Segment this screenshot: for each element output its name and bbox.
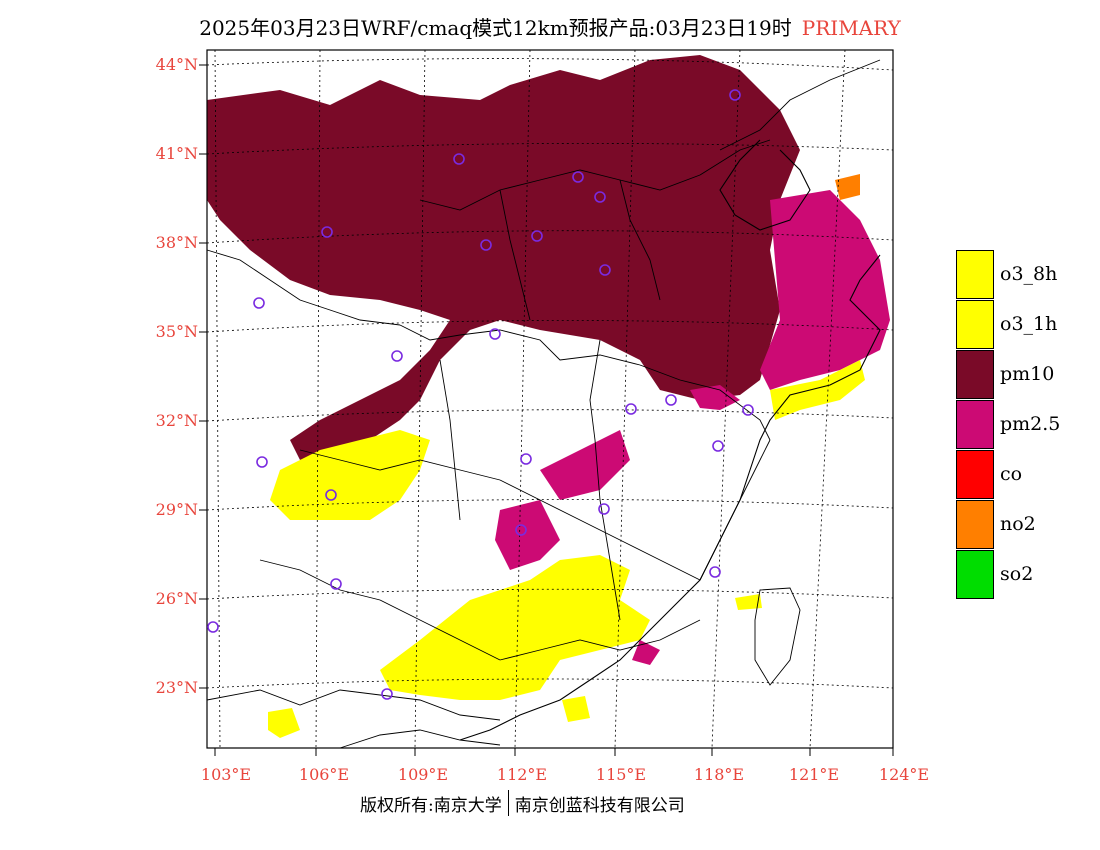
legend-swatch bbox=[956, 499, 994, 549]
station-marker bbox=[330, 578, 342, 590]
lon-label: 103°E bbox=[200, 765, 252, 784]
o3-region-coast bbox=[770, 360, 865, 420]
legend-item-co: co bbox=[956, 449, 1060, 499]
copyright-footer: 版权所有:南京大学 南京创蓝科技有限公司 bbox=[360, 790, 685, 816]
pm10-region bbox=[207, 55, 800, 460]
copyright-left: 版权所有:南京大学 bbox=[360, 795, 502, 816]
station-marker bbox=[253, 297, 265, 309]
no2-spot bbox=[835, 174, 860, 200]
lat-label: 38°N bbox=[155, 233, 198, 252]
legend-label: pm2.5 bbox=[1000, 413, 1061, 435]
o3-region-sw bbox=[270, 430, 430, 520]
pm25-region-middle bbox=[495, 430, 630, 570]
lon-label: 118°E bbox=[693, 765, 745, 784]
legend-label: o3_1h bbox=[1000, 313, 1058, 335]
station-marker bbox=[256, 456, 268, 468]
station-marker bbox=[625, 403, 637, 415]
lat-label: 35°N bbox=[155, 322, 198, 341]
lon-label: 112°E bbox=[496, 765, 548, 784]
station-marker bbox=[572, 171, 584, 183]
province-borders bbox=[206, 59, 881, 749]
lat-label: 23°N bbox=[155, 678, 198, 697]
legend-swatch bbox=[956, 349, 994, 399]
station-marker bbox=[453, 153, 465, 165]
station-marker bbox=[531, 230, 543, 242]
lat-label: 32°N bbox=[155, 411, 198, 430]
station-marker bbox=[599, 264, 611, 276]
pollutant-legend: o3_8h o3_1h pm10 pm2.5 co no2 so2 bbox=[956, 249, 1060, 599]
legend-label: o3_8h bbox=[1000, 263, 1058, 285]
station-marker bbox=[480, 239, 492, 251]
legend-item-pm25: pm2.5 bbox=[956, 399, 1060, 449]
lat-label: 26°N bbox=[155, 589, 198, 608]
o3-region-south bbox=[380, 555, 650, 700]
station-marker bbox=[742, 404, 754, 416]
station-marker bbox=[515, 524, 527, 536]
station-marker bbox=[520, 453, 532, 465]
station-marker bbox=[729, 89, 741, 101]
copyright-right: 南京创蓝科技有限公司 bbox=[514, 795, 685, 816]
bohai-coast bbox=[719, 139, 811, 231]
station-marker bbox=[391, 350, 403, 362]
legend-swatch bbox=[956, 249, 994, 299]
legend-label: so2 bbox=[1000, 563, 1034, 585]
legend-item-o3-1h: o3_1h bbox=[956, 299, 1060, 349]
primary-tag: PRIMARY bbox=[801, 16, 901, 40]
lat-label: 29°N bbox=[155, 500, 198, 519]
lat-label: 41°N bbox=[155, 144, 198, 163]
station-marker bbox=[207, 621, 219, 633]
legend-label: co bbox=[1000, 463, 1023, 485]
legend-swatch bbox=[956, 549, 994, 599]
legend-swatch bbox=[956, 299, 994, 349]
legend-label: pm10 bbox=[1000, 363, 1055, 385]
station-marker bbox=[665, 394, 677, 406]
legend-item-no2: no2 bbox=[956, 499, 1060, 549]
legend-item-o3-8h: o3_8h bbox=[956, 249, 1060, 299]
footer-divider bbox=[507, 790, 509, 816]
lon-label: 109°E bbox=[397, 765, 449, 784]
station-marker bbox=[325, 489, 337, 501]
station-marker bbox=[489, 328, 501, 340]
map-frame bbox=[206, 49, 894, 749]
station-marker bbox=[712, 440, 724, 452]
axis-ticks bbox=[199, 64, 894, 756]
lon-label: 115°E bbox=[595, 765, 647, 784]
title-text: 2025年03月23日WRF/cmaq模式12km预报产品:03月23日19时 bbox=[199, 16, 792, 40]
pm25-region-east bbox=[760, 190, 890, 390]
legend-item-so2: so2 bbox=[956, 549, 1060, 599]
legend-swatch bbox=[956, 399, 994, 449]
legend-item-pm10: pm10 bbox=[956, 349, 1060, 399]
lat-label: 44°N bbox=[155, 55, 198, 74]
station-marker bbox=[709, 566, 721, 578]
lon-label: 121°E bbox=[788, 765, 840, 784]
map-title: 2025年03月23日WRF/cmaq模式12km预报产品:03月23日19时 P… bbox=[0, 12, 1100, 41]
station-marker bbox=[321, 226, 333, 238]
legend-label: no2 bbox=[1000, 513, 1036, 535]
station-markers bbox=[207, 89, 754, 700]
legend-swatch bbox=[956, 449, 994, 499]
coastline bbox=[459, 254, 881, 741]
lon-label: 124°E bbox=[878, 765, 930, 784]
station-marker bbox=[594, 191, 606, 203]
station-marker bbox=[598, 503, 610, 515]
station-marker bbox=[381, 688, 393, 700]
lon-label: 106°E bbox=[298, 765, 350, 784]
